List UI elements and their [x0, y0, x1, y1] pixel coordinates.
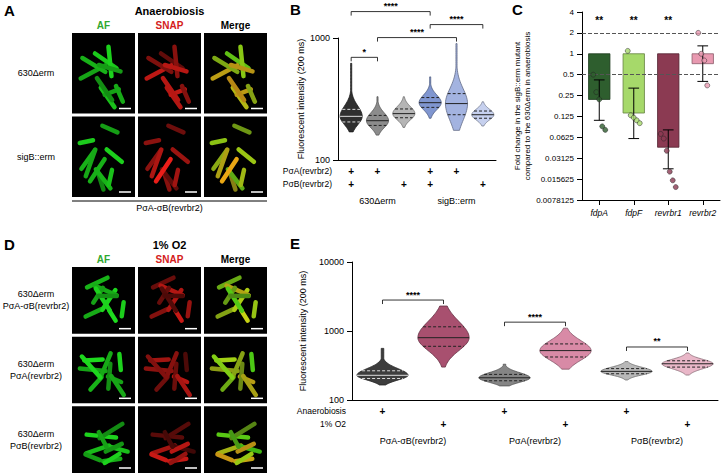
svg-text:+: +	[427, 166, 433, 177]
svg-text:B: B	[290, 1, 301, 18]
svg-text:0.5: 0.5	[563, 70, 575, 79]
svg-text:Fold change in the sigB::erm m: Fold change in the sigB::erm mutant	[513, 41, 522, 170]
svg-text:Anaerobiosis: Anaerobiosis	[135, 5, 205, 17]
svg-text:PσB(revrbr2): PσB(revrbr2)	[10, 441, 62, 451]
svg-text:PσA(revrbr2): PσA(revrbr2)	[509, 436, 561, 446]
svg-text:**: **	[664, 15, 672, 26]
svg-text:PσA(revrbr2): PσA(revrbr2)	[10, 371, 62, 381]
svg-text:2: 2	[570, 28, 575, 37]
svg-text:PσA-σB(revrbr2): PσA-σB(revrbr2)	[136, 203, 203, 213]
svg-text:1000: 1000	[310, 33, 330, 43]
svg-text:630Δerm: 630Δerm	[18, 359, 55, 369]
svg-text:A: A	[4, 2, 15, 19]
svg-text:AF: AF	[97, 20, 110, 31]
svg-text:0.03125: 0.03125	[545, 154, 574, 163]
svg-text:**: **	[595, 15, 603, 26]
svg-text:1% O2: 1% O2	[153, 239, 187, 251]
svg-text:D: D	[4, 236, 15, 253]
svg-text:0.0078125: 0.0078125	[536, 196, 574, 205]
svg-text:+: +	[624, 406, 630, 417]
svg-text:+: +	[348, 166, 354, 177]
svg-text:+: +	[441, 419, 447, 430]
svg-text:sigB::erm: sigB::erm	[437, 196, 475, 206]
svg-text:0.0625: 0.0625	[550, 133, 575, 142]
svg-text:Merge: Merge	[221, 20, 251, 31]
svg-text:1% O2: 1% O2	[320, 419, 346, 429]
svg-text:Fluorescent intensity (200 ms): Fluorescent intensity (200 ms)	[298, 271, 308, 392]
svg-text:100: 100	[315, 155, 330, 165]
svg-text:PσA-σB(revrbr2): PσA-σB(revrbr2)	[380, 436, 447, 446]
svg-text:+: +	[348, 179, 354, 190]
svg-text:630Δerm: 630Δerm	[18, 429, 55, 439]
svg-text:PσA(revrbr2): PσA(revrbr2)	[283, 166, 332, 176]
svg-text:Fluorescent intensity (200 ms): Fluorescent intensity (200 ms)	[296, 39, 306, 160]
svg-text:****: ****	[406, 290, 421, 300]
svg-text:+: +	[454, 166, 460, 177]
svg-text:Merge: Merge	[221, 254, 251, 265]
svg-text:+: +	[427, 179, 433, 190]
svg-text:1: 1	[570, 49, 575, 58]
svg-text:revrbr2: revrbr2	[689, 208, 716, 218]
svg-text:0.015625: 0.015625	[541, 175, 575, 184]
svg-text:10000: 10000	[319, 257, 344, 267]
svg-text:630Δerm: 630Δerm	[18, 68, 55, 78]
svg-text:sigB::erm: sigB::erm	[17, 152, 55, 162]
svg-text:fdpF: fdpF	[625, 208, 643, 218]
svg-text:+: +	[380, 406, 386, 417]
svg-text:PσB(revrbr2): PσB(revrbr2)	[631, 436, 683, 446]
svg-text:revrbr1: revrbr1	[655, 208, 682, 218]
svg-text:****: ****	[528, 312, 543, 322]
svg-text:+: +	[480, 179, 486, 190]
svg-text:**: **	[653, 336, 661, 346]
svg-text:630Δerm: 630Δerm	[359, 196, 396, 206]
svg-text:630Δerm: 630Δerm	[18, 289, 55, 299]
svg-text:100: 100	[329, 395, 344, 405]
svg-text:0.125: 0.125	[554, 112, 575, 121]
svg-text:*: *	[363, 47, 367, 57]
svg-text:C: C	[512, 1, 523, 18]
svg-text:PσB(revrbr2): PσB(revrbr2)	[283, 179, 332, 189]
svg-text:****: ****	[410, 27, 425, 37]
svg-text:E: E	[290, 235, 300, 252]
svg-text:**: **	[630, 15, 638, 26]
svg-text:compared to the 630Δerm in ana: compared to the 630Δerm in anaerobiosis	[523, 32, 532, 181]
svg-text:****: ****	[449, 14, 464, 24]
svg-text:0.25: 0.25	[558, 91, 574, 100]
svg-text:fdpA: fdpA	[591, 208, 609, 218]
svg-text:****: ****	[384, 1, 399, 11]
svg-text:+: +	[563, 419, 569, 430]
svg-text:Anaerobiosis: Anaerobiosis	[297, 406, 346, 416]
svg-text:AF: AF	[97, 254, 110, 265]
svg-text:1000: 1000	[324, 326, 344, 336]
svg-text:PσA-σB(revrbr2): PσA-σB(revrbr2)	[3, 301, 70, 311]
svg-text:SNAP: SNAP	[156, 254, 184, 265]
svg-text:+: +	[685, 419, 691, 430]
svg-text:+: +	[375, 166, 381, 177]
svg-text:4: 4	[570, 8, 575, 17]
svg-text:+: +	[502, 406, 508, 417]
svg-text:SNAP: SNAP	[156, 20, 184, 31]
svg-text:+: +	[401, 179, 407, 190]
